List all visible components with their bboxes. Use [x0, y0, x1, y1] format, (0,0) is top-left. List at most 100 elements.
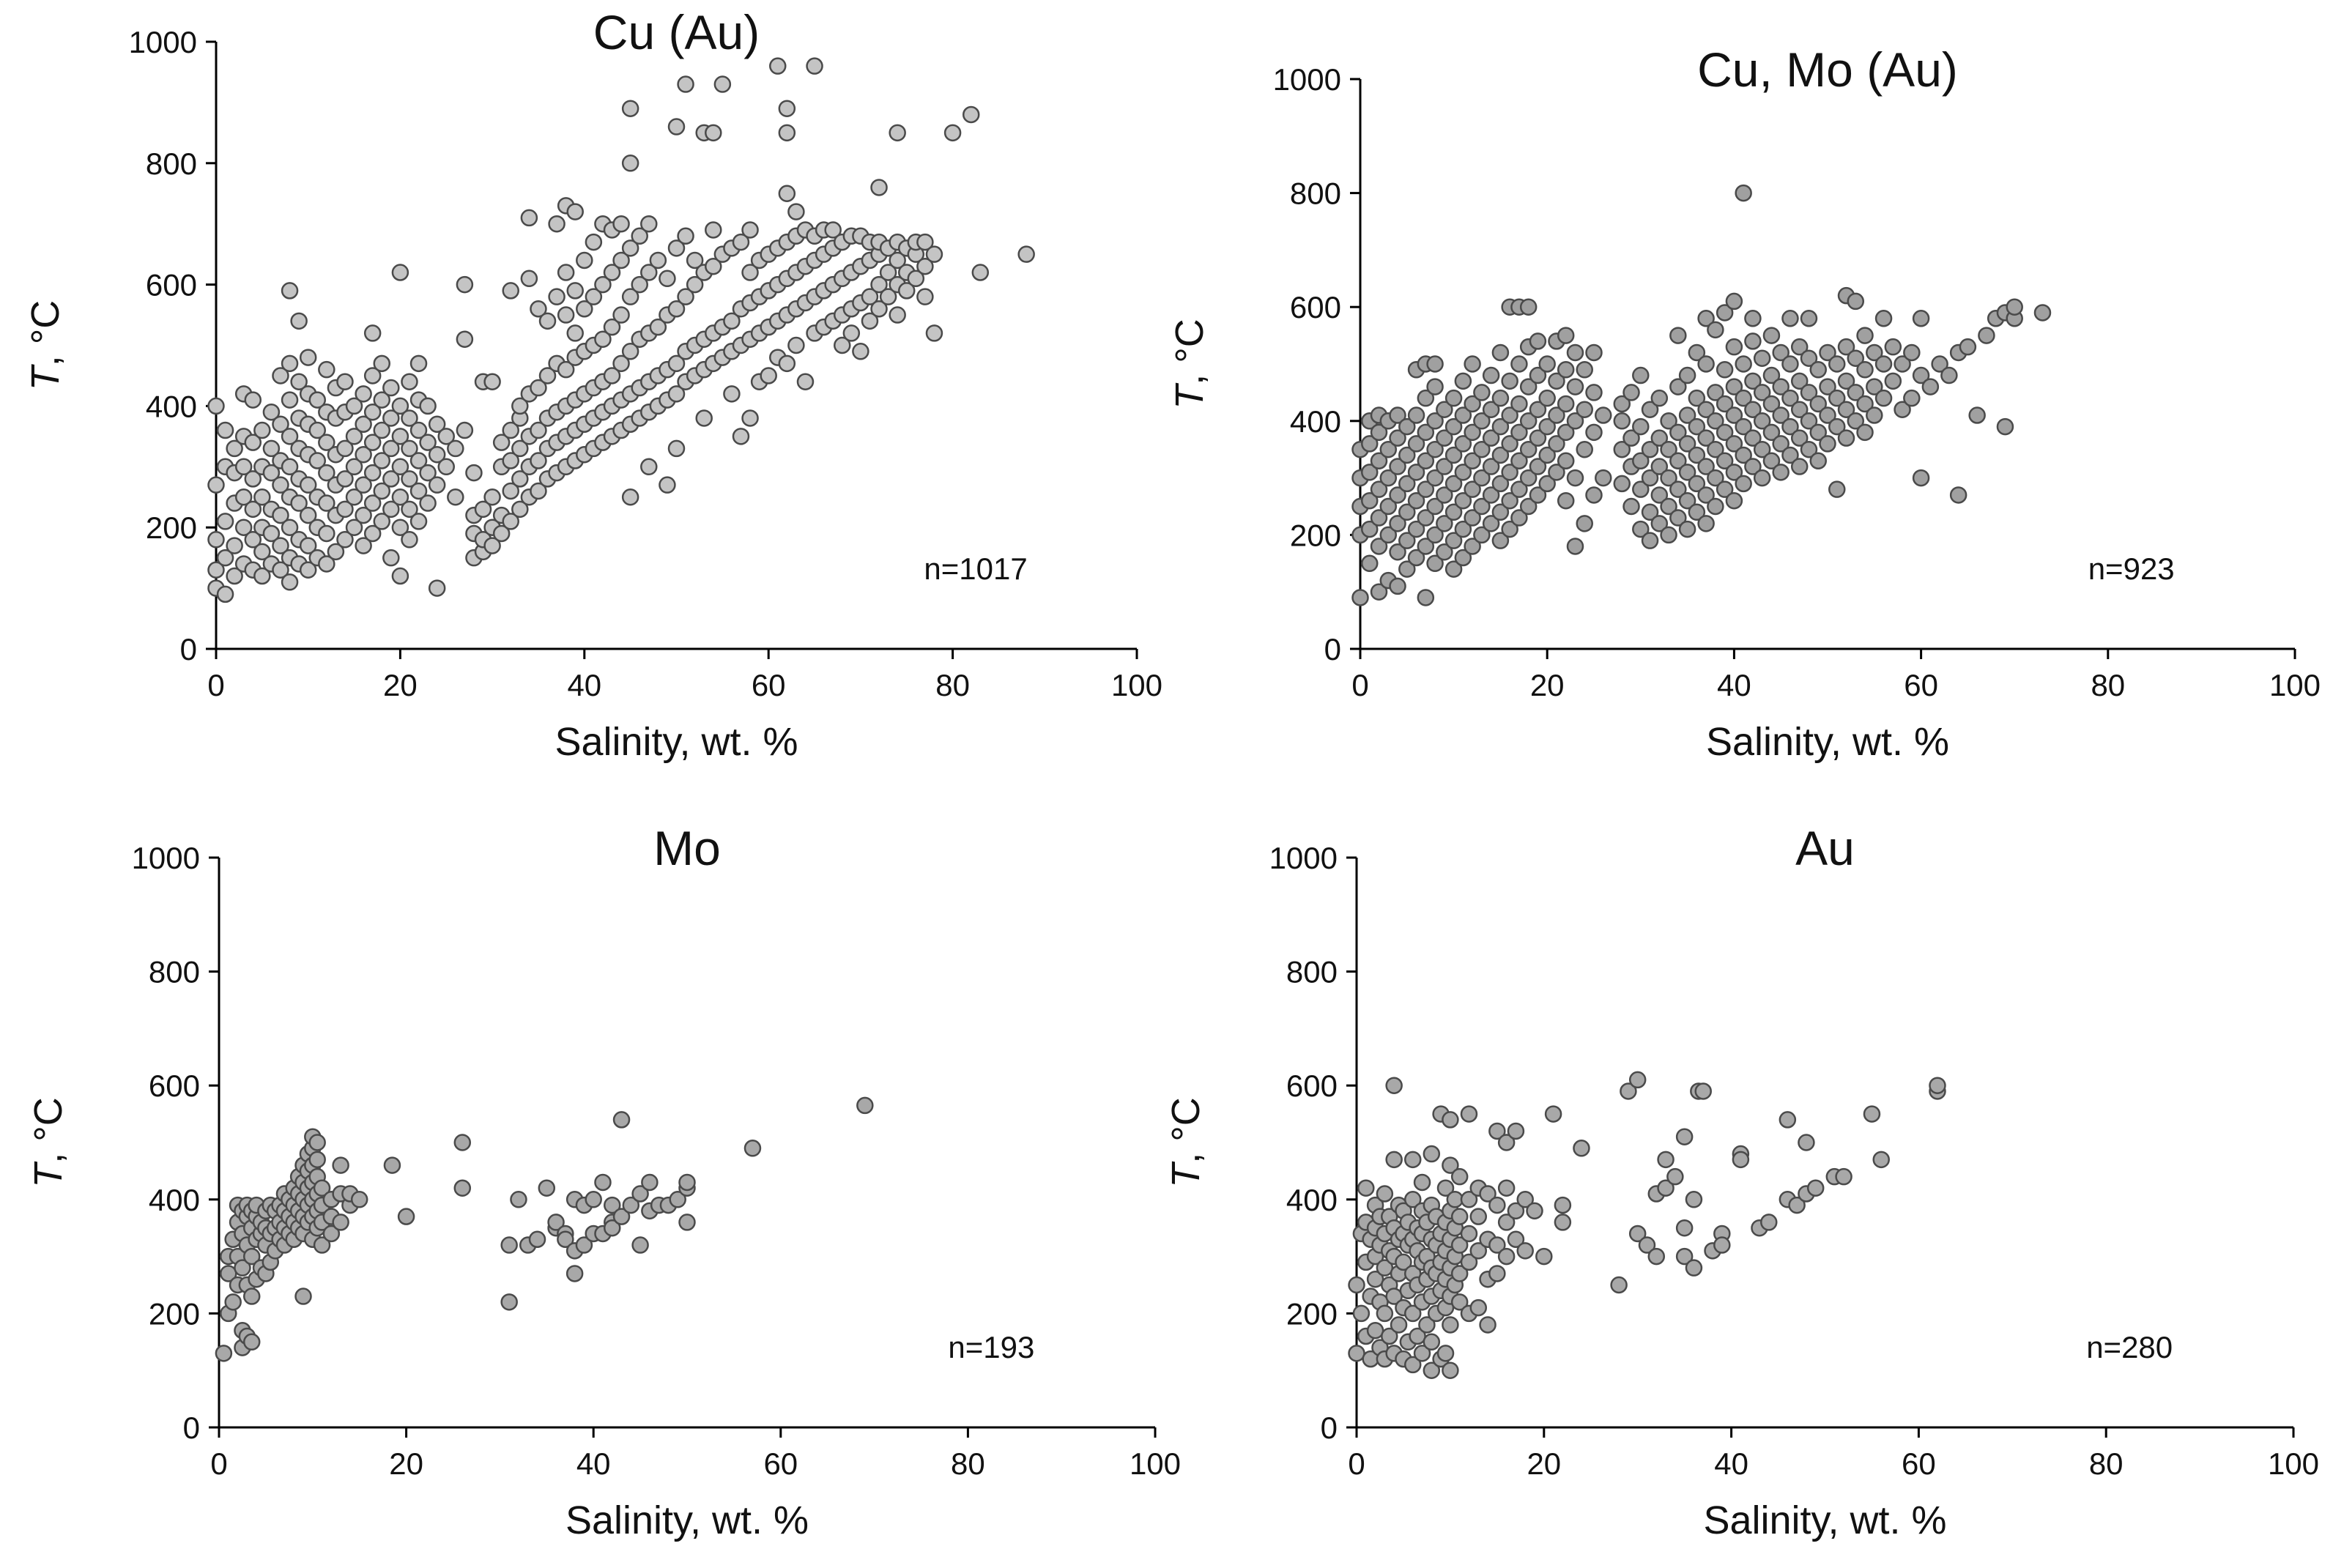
data-point	[1779, 1111, 1797, 1129]
data-point	[1488, 1265, 1506, 1282]
data-point	[1874, 389, 1893, 407]
data-point	[510, 1191, 527, 1208]
data-point	[686, 251, 704, 270]
data-point	[962, 105, 980, 124]
data-point	[1856, 327, 1874, 344]
data-points	[1351, 184, 2052, 606]
data-point	[1707, 469, 1724, 487]
data-point	[1450, 1236, 1469, 1254]
data-point	[1473, 526, 1491, 544]
data-point	[1762, 327, 1781, 344]
data-point	[1628, 1225, 1647, 1243]
data-point	[373, 354, 391, 373]
data-point	[207, 531, 225, 549]
data-point	[667, 118, 686, 135]
data-point	[907, 270, 925, 288]
data-point	[603, 264, 621, 281]
data-point	[1716, 423, 1734, 442]
data-point	[391, 428, 409, 445]
data-point	[576, 251, 593, 270]
data-point	[336, 531, 354, 549]
data-point	[557, 360, 575, 379]
data-point	[1573, 1140, 1590, 1157]
data-point	[1557, 361, 1575, 379]
data-point	[1464, 480, 1481, 498]
data-point	[594, 330, 612, 348]
data-point	[1519, 298, 1538, 316]
data-point	[207, 476, 225, 494]
data-point	[1361, 554, 1379, 573]
data-point	[272, 367, 289, 384]
data-point	[1454, 520, 1472, 538]
data-point	[1863, 1105, 1881, 1123]
data-point	[234, 458, 253, 476]
chart-title: Cu (Au)	[593, 5, 760, 59]
x-tick-label: 0	[210, 1446, 227, 1481]
data-point	[538, 1179, 556, 1197]
data-point	[677, 75, 694, 93]
data-point	[253, 421, 271, 439]
data-point	[1688, 343, 1706, 362]
data-point	[242, 1333, 261, 1351]
data-point	[336, 470, 354, 488]
data-point	[1819, 343, 1836, 362]
data-point	[1389, 406, 1406, 424]
data-point	[1507, 1230, 1525, 1249]
data-point	[1557, 423, 1575, 442]
data-point	[1395, 1253, 1412, 1271]
data-point	[621, 239, 639, 257]
data-point	[640, 215, 658, 233]
data-point	[641, 1173, 659, 1192]
data-point	[1446, 1191, 1464, 1208]
data-point	[456, 330, 474, 348]
data-point	[585, 288, 603, 305]
data-point	[373, 513, 391, 530]
data-point	[1903, 389, 1921, 407]
sample-count-label: n=923	[2088, 551, 2175, 586]
data-point	[1497, 1179, 1516, 1197]
data-point	[1398, 417, 1416, 436]
data-point	[500, 1236, 518, 1254]
data-point	[1641, 503, 1659, 521]
data-point	[308, 1134, 326, 1151]
data-point	[732, 428, 750, 445]
data-point	[1697, 515, 1715, 532]
data-point	[557, 306, 575, 324]
data-point	[1413, 1173, 1431, 1192]
data-point	[1366, 1321, 1384, 1340]
data-point	[382, 549, 400, 567]
data-point	[1538, 446, 1556, 464]
data-point	[1847, 349, 1865, 367]
data-point	[1417, 480, 1435, 498]
data-point	[1903, 343, 1921, 362]
data-point	[1417, 589, 1435, 606]
data-point	[1403, 1356, 1422, 1374]
data-point	[502, 513, 519, 530]
data-point	[1744, 372, 1762, 390]
data-point	[925, 324, 943, 342]
data-point	[1894, 355, 1911, 373]
data-point	[723, 312, 741, 330]
data-point	[1510, 355, 1528, 373]
data-point	[262, 439, 281, 458]
data-point	[1488, 1196, 1506, 1214]
data-point	[1516, 1242, 1534, 1260]
data-point	[528, 1230, 546, 1249]
data-point	[548, 215, 565, 233]
data-point	[1381, 1327, 1398, 1345]
x-tick-label: 80	[935, 668, 970, 702]
data-point	[363, 494, 382, 512]
data-point	[649, 318, 667, 336]
data-point	[1407, 435, 1425, 453]
data-point	[355, 385, 372, 403]
data-point	[621, 488, 639, 506]
data-point	[1566, 343, 1584, 362]
data-point	[538, 312, 557, 330]
data-point	[1426, 378, 1444, 395]
data-point	[1697, 355, 1715, 373]
data-point	[1510, 452, 1528, 470]
data-point	[1538, 355, 1556, 373]
data-point	[437, 428, 455, 445]
data-point	[272, 476, 289, 494]
data-point	[1488, 1236, 1506, 1254]
